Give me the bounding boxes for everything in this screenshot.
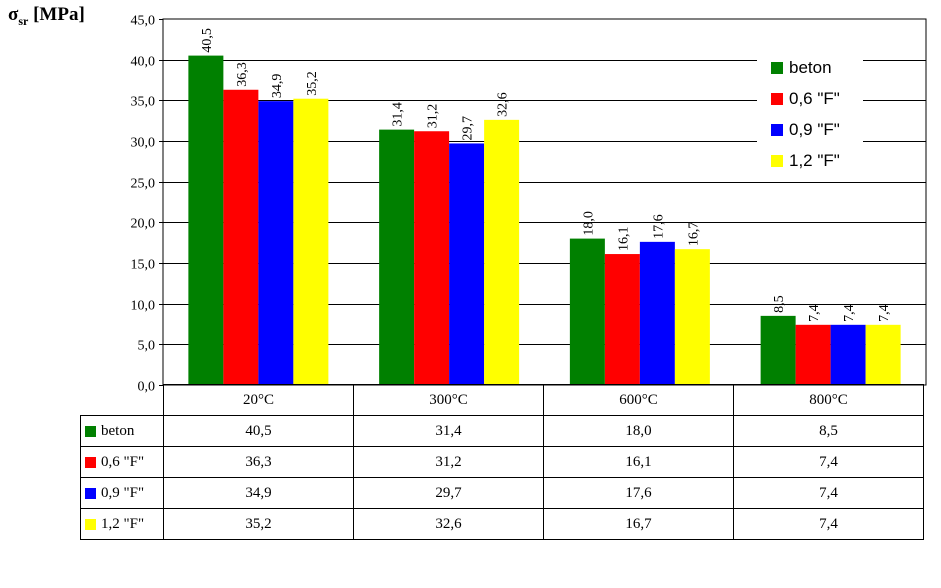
table-cell: 16,7	[543, 508, 734, 540]
table-row-header: 0,6 "F"	[80, 446, 164, 478]
table-row-header: 0,9 "F"	[80, 477, 164, 509]
data-label: 31,4	[391, 102, 406, 127]
legend-swatch	[771, 61, 783, 74]
data-label: 29,7	[461, 116, 476, 141]
y-tick-label: 40,0	[131, 55, 156, 70]
y-tick-label: 30,0	[131, 136, 156, 151]
y-tick-label: 15,0	[131, 258, 156, 273]
bar	[293, 98, 329, 385]
data-label: 36,3	[235, 62, 250, 87]
table-swatch	[85, 456, 96, 468]
bar	[569, 238, 605, 385]
bar	[760, 315, 796, 385]
table-row: 1,2 "F" 35,2 32,6 16,7 7,4	[80, 508, 924, 540]
bar	[188, 55, 224, 385]
data-table: 20°C 300°C 600°C 800°C beton 40,5 31,4 18,0 8,5 0…	[80, 384, 924, 540]
data-label: 18,0	[581, 211, 596, 236]
table-cell: 32,6	[353, 508, 544, 540]
table-series-name: 1,2 "F"	[101, 515, 145, 532]
table-series-name: 0,9 "F"	[101, 484, 145, 501]
table-series-name: 0,6 "F"	[101, 453, 145, 470]
legend-item: 0,9 "F"	[757, 114, 863, 145]
y-tick-label: 5,0	[138, 339, 156, 354]
legend-swatch	[771, 92, 783, 105]
bar	[604, 254, 640, 385]
data-label: 40,5	[200, 28, 215, 53]
legend-item: beton	[757, 52, 863, 83]
table-cell: 40,5	[163, 415, 354, 447]
bar	[258, 101, 294, 385]
data-label: 7,4	[877, 304, 892, 322]
y-tick-label: 20,0	[131, 217, 156, 232]
legend: beton 0,6 "F" 0,9 "F" 1,2 "F"	[757, 52, 863, 176]
legend-label: 0,6 "F"	[789, 88, 840, 108]
data-label: 17,6	[651, 214, 666, 239]
data-label: 34,9	[270, 74, 285, 99]
legend-item: 0,6 "F"	[757, 83, 863, 114]
data-label: 16,1	[616, 227, 631, 252]
bar	[223, 89, 259, 385]
table-category-header: 300°C	[353, 384, 544, 416]
data-label: 32,6	[496, 92, 511, 117]
table-cell: 17,6	[543, 477, 734, 509]
table-cell: 31,4	[353, 415, 544, 447]
bar	[865, 324, 901, 385]
table-cell: 34,9	[163, 477, 354, 509]
y-tick-label: 10,0	[131, 299, 156, 314]
table-row-header: beton	[80, 415, 164, 447]
bar	[830, 324, 866, 385]
data-label: 35,2	[305, 71, 320, 96]
table-swatch	[85, 487, 96, 499]
table-cell: 7,4	[733, 477, 924, 509]
y-axis-subscript: sr	[18, 13, 29, 28]
table-category-header: 20°C	[163, 384, 354, 416]
bar	[484, 119, 520, 385]
table-header-row: 20°C 300°C 600°C 800°C	[80, 384, 924, 416]
bar	[449, 143, 485, 385]
data-label: 8,5	[772, 295, 787, 313]
table-row-header: 1,2 "F"	[80, 508, 164, 540]
table-cell: 35,2	[163, 508, 354, 540]
data-label: 7,4	[807, 304, 822, 322]
table-category-header: 800°C	[733, 384, 924, 416]
bar	[379, 129, 415, 385]
bar	[639, 241, 675, 385]
table-row: 0,9 "F" 34,9 29,7 17,6 7,4	[80, 477, 924, 509]
table-row: 0,6 "F" 36,3 31,2 16,1 7,4	[80, 446, 924, 478]
table-cell: 16,1	[543, 446, 734, 478]
bar	[414, 131, 450, 385]
table-cell: 8,5	[733, 415, 924, 447]
y-axis-unit: [MPa]	[33, 4, 85, 25]
y-tick-label: 35,0	[131, 95, 156, 110]
table-swatch	[85, 425, 96, 437]
table-cell: 36,3	[163, 446, 354, 478]
bar	[674, 249, 710, 385]
y-axis-label: σsr [MPa]	[8, 4, 85, 29]
y-tick-label: 45,0	[131, 14, 156, 29]
table-swatch	[85, 518, 96, 530]
legend-swatch	[771, 154, 783, 167]
data-label: 16,7	[686, 222, 701, 247]
y-axis-symbol: σ	[8, 4, 19, 25]
table-cell: 7,4	[733, 446, 924, 478]
data-label: 7,4	[842, 304, 857, 322]
table-series-name: beton	[101, 422, 135, 439]
table-cell: 7,4	[733, 508, 924, 540]
legend-label: 1,2 "F"	[789, 150, 840, 170]
table-cell: 18,0	[543, 415, 734, 447]
bar	[795, 324, 831, 385]
legend-label: beton	[789, 57, 832, 77]
legend-label: 0,9 "F"	[789, 119, 840, 139]
y-tick-label: 25,0	[131, 177, 156, 192]
data-label: 31,2	[426, 104, 441, 129]
table-row: beton 40,5 31,4 18,0 8,5	[80, 415, 924, 447]
legend-swatch	[771, 123, 783, 136]
table-corner	[80, 384, 164, 416]
table-cell: 29,7	[353, 477, 544, 509]
table-category-header: 600°C	[543, 384, 734, 416]
legend-item: 1,2 "F"	[757, 145, 863, 176]
table-cell: 31,2	[353, 446, 544, 478]
